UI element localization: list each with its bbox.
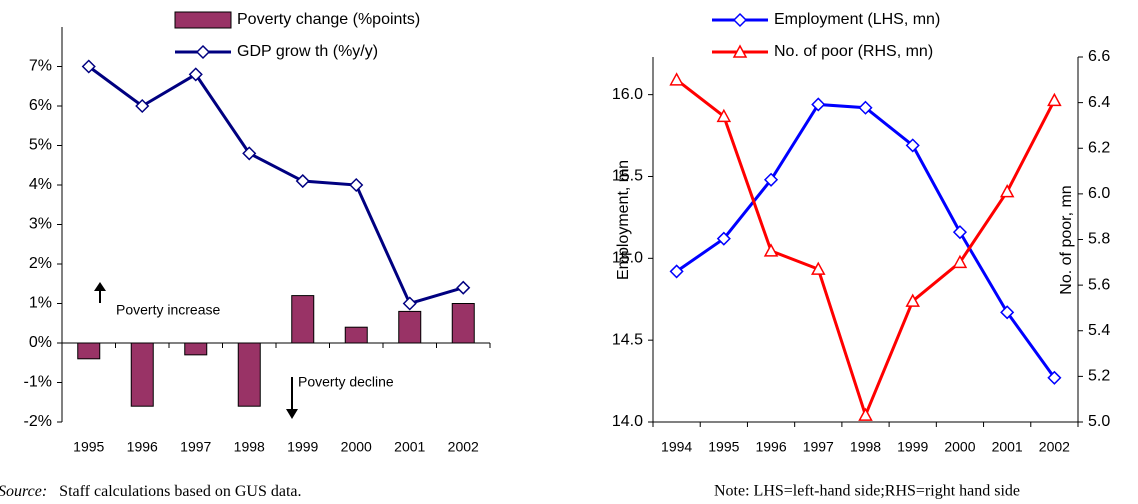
point-marker [716, 108, 732, 123]
x-tick-label: 2001 [394, 439, 425, 455]
legend-label: Poverty change (%points) [237, 11, 420, 28]
y2-tick-label: 6.6 [1088, 48, 1110, 65]
x-tick-label: 1996 [127, 439, 158, 455]
bar [184, 342, 208, 356]
point-marker [716, 231, 731, 246]
x-tick-label: 1997 [180, 439, 211, 455]
source-label: Source: [0, 483, 47, 500]
x-tick-label: 1999 [287, 439, 318, 455]
point-marker [763, 172, 779, 187]
point-marker [952, 254, 968, 269]
y-tick-label: 15.0 [612, 250, 643, 267]
y-tick-label: 2% [29, 255, 52, 272]
note: Note: LHS=left-hand side;RHS=right hand … [714, 483, 1020, 500]
y-axis-title: Employment, mn [615, 160, 632, 280]
legend-label: GDP grow th (%y/y) [237, 43, 378, 60]
legend-swatch [174, 11, 232, 29]
arrow-up-head [94, 282, 106, 291]
point-marker [858, 407, 873, 421]
point-marker [858, 100, 873, 115]
y-tick-label: -2% [24, 413, 52, 430]
x-tick-label: 1999 [897, 439, 928, 455]
source-text: Staff calculations based on GUS data. [59, 483, 301, 500]
point-marker [295, 173, 310, 189]
y-tick-label: 14.5 [612, 331, 643, 348]
legend-label: No. of poor (RHS, mn) [774, 43, 933, 60]
y2-tick-label: 5.4 [1088, 322, 1110, 339]
point-marker [349, 177, 364, 193]
line [87, 65, 464, 306]
y2-tick-label: 6.4 [1088, 94, 1110, 111]
bar [77, 342, 101, 360]
point-marker [669, 264, 684, 279]
bar [344, 326, 368, 344]
point-marker [135, 98, 150, 114]
point-marker [905, 138, 920, 153]
y-tick-label: 0% [29, 334, 52, 351]
annotation: Poverty increase [116, 302, 220, 318]
x-tick-label: 2002 [1039, 439, 1070, 455]
y2-tick-label: 5.2 [1088, 368, 1110, 385]
point-marker [456, 280, 471, 295]
y-tick-label: 5% [29, 137, 52, 154]
x-tick-label: 1995 [708, 439, 739, 455]
point-marker [188, 67, 203, 82]
y2-tick-label: 5.0 [1088, 413, 1110, 430]
x-tick-label: 2002 [448, 439, 479, 455]
point-marker [811, 261, 826, 275]
bar [451, 303, 475, 344]
x-tick-label: 1998 [850, 439, 881, 455]
point-marker [952, 225, 968, 240]
y-tick-label: 16.0 [612, 86, 643, 103]
bar [398, 310, 422, 344]
y-tick-label: 3% [29, 216, 52, 233]
y-tick-label: 1% [29, 295, 52, 312]
source: Source: Staff calculations based on GUS d… [0, 483, 301, 500]
point-marker [242, 146, 257, 161]
point-marker [811, 97, 826, 112]
x-tick-label: 2001 [992, 439, 1023, 455]
y2-axis-title: No. of poor, mn [1058, 185, 1075, 294]
x-tick-label: 1995 [73, 439, 104, 455]
legend-label: Employment (LHS, mn) [774, 11, 940, 28]
bar [130, 342, 154, 407]
y-tick-label: -1% [24, 374, 52, 391]
x-tick-label: 2000 [944, 439, 975, 455]
x-tick-label: 1997 [803, 439, 834, 455]
y2-tick-label: 6.0 [1088, 185, 1110, 202]
arrow-down-head [286, 409, 298, 419]
point-marker [905, 293, 920, 307]
legend-marker [732, 44, 748, 58]
point-marker [1047, 370, 1062, 385]
line [675, 78, 1056, 420]
point-marker [402, 296, 417, 311]
legend-marker [195, 44, 211, 60]
point-marker [763, 243, 779, 257]
bar [291, 295, 315, 344]
y2-tick-label: 5.8 [1088, 231, 1110, 248]
x-tick-label: 2000 [341, 439, 372, 455]
x-tick-label: 1998 [234, 439, 265, 455]
point-marker [1000, 305, 1015, 320]
point-marker [999, 184, 1015, 198]
y-tick-label: 7% [29, 58, 52, 75]
y-tick-label: 15.5 [612, 168, 643, 185]
x-tick-label: 1996 [755, 439, 786, 455]
y-tick-label: 14.0 [612, 413, 643, 430]
annotation: Poverty decline [298, 374, 394, 390]
y-tick-label: 6% [29, 97, 52, 114]
x-tick-label: 1994 [661, 439, 692, 455]
legend-marker [732, 12, 748, 28]
y-tick-label: 4% [29, 176, 52, 193]
bar [237, 342, 261, 407]
y2-tick-label: 6.2 [1088, 139, 1110, 156]
y2-tick-label: 5.6 [1088, 276, 1110, 293]
point-marker [1047, 92, 1062, 107]
point-marker [81, 59, 96, 74]
point-marker [669, 72, 684, 86]
